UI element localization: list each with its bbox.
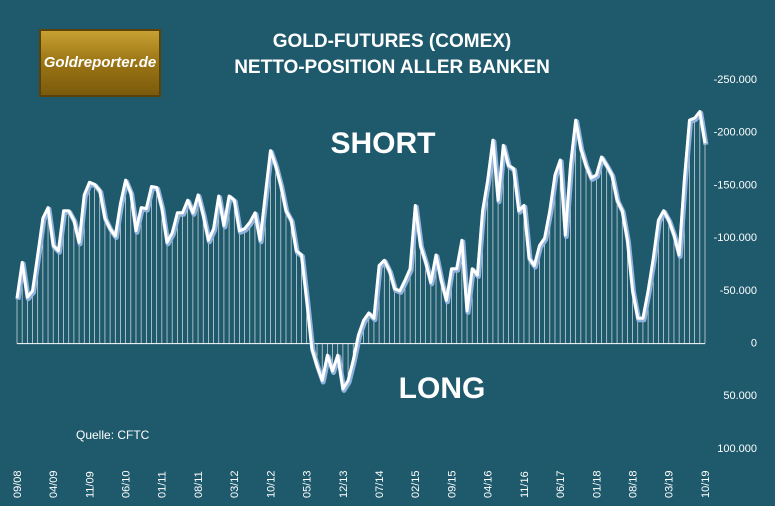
- y-tick-label: -200.000: [714, 127, 757, 139]
- logo-box: [39, 29, 161, 97]
- x-tick-label: 11/09: [84, 471, 96, 498]
- x-tick-label: 03/19: [664, 470, 676, 498]
- x-tick-label: 11/16: [519, 471, 531, 498]
- y-tick-label: -250.000: [714, 74, 757, 86]
- x-tick-label: 10/12: [265, 470, 277, 498]
- chart-title: GOLD-FUTURES (COMEX): [273, 31, 512, 52]
- x-tick-label: 02/15: [410, 470, 422, 498]
- annotation: SHORT: [331, 127, 436, 160]
- y-tick-label: -150.000: [714, 179, 757, 191]
- x-tick-label: 04/09: [48, 470, 60, 498]
- y-tick-label: 0: [751, 337, 757, 349]
- y-tick-label: -50.000: [720, 285, 757, 297]
- x-tick-label: 07/14: [374, 470, 386, 498]
- x-tick-label: 09/15: [446, 470, 458, 498]
- y-tick-label: 50.000: [723, 390, 757, 402]
- x-tick-label: 03/12: [229, 470, 241, 498]
- x-tick-label: 06/17: [555, 470, 567, 498]
- source: Quelle: CFTC: [76, 428, 150, 442]
- x-tick-label: 01/11: [157, 471, 169, 498]
- x-tick-label: 08/11: [193, 471, 205, 498]
- series-line: [15, 110, 707, 391]
- x-tick-label: 01/18: [591, 470, 603, 498]
- y-tick-label: 100.000: [717, 443, 757, 455]
- x-tick-label: 12/13: [338, 470, 350, 498]
- x-tick-label: 05/13: [302, 470, 314, 498]
- annotation: LONG: [399, 372, 486, 405]
- x-tick-label: 04/16: [483, 470, 495, 498]
- x-tick-label: 10/19: [700, 470, 712, 498]
- chart-subtitle: NETTO-POSITION ALLER BANKEN: [234, 57, 550, 78]
- x-tick-label: 08/18: [627, 470, 639, 498]
- logo-text: Goldreporter.de: [44, 54, 157, 71]
- y-tick-label: -100.000: [714, 232, 757, 244]
- x-tick-label: 06/10: [121, 470, 133, 498]
- x-tick-label: 09/08: [12, 470, 24, 498]
